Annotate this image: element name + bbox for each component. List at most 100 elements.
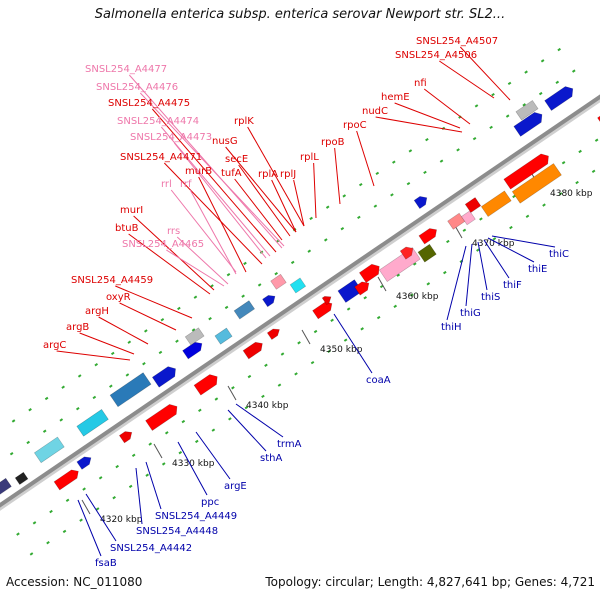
gene-feature (312, 301, 333, 320)
genome-title: Salmonella enterica subsp. enterica sero… (94, 7, 506, 22)
gene-label: sthA (260, 453, 282, 464)
tick-mark (127, 340, 132, 344)
leader-line (139, 92, 285, 247)
tick-mark (92, 395, 97, 400)
scale-tick (301, 329, 311, 345)
tick-mark (297, 341, 301, 345)
gene-label: fsaB (95, 558, 117, 569)
tick-mark (280, 352, 285, 356)
gene-label: rplA (258, 169, 278, 180)
tick-mark (224, 305, 229, 310)
gene-shape (417, 243, 437, 263)
gene-shape (109, 372, 152, 408)
gene-shape (321, 296, 332, 306)
gene-shape (76, 408, 109, 437)
tick-mark (330, 318, 334, 322)
leader-line (227, 409, 267, 452)
gene-feature (242, 341, 263, 360)
leader-line (375, 116, 463, 133)
gene-label: SNSL254_A4459 (71, 275, 153, 286)
leader-line (487, 237, 535, 263)
gene-feature (321, 296, 332, 306)
tick-mark (198, 408, 202, 412)
tick-mark (128, 484, 133, 489)
gene-shape (399, 246, 414, 260)
tick-mark (542, 203, 546, 207)
gene-feature (289, 277, 307, 294)
gene-label: rrs (167, 226, 180, 237)
scale-tick (227, 385, 237, 401)
gene-shape (262, 295, 276, 308)
tick-mark (489, 125, 493, 130)
tick-mark (357, 215, 361, 220)
tick-mark (307, 249, 312, 253)
gene-label: rplJ (280, 169, 296, 180)
leader-line (133, 215, 215, 291)
gene-feature (266, 328, 280, 340)
tick-mark (375, 171, 380, 176)
gene-label: hemE (381, 92, 410, 103)
tick-mark (144, 329, 148, 333)
tick-mark (115, 464, 119, 469)
leader-line (247, 126, 305, 227)
leader-line (491, 235, 556, 248)
gene-shape (358, 263, 380, 284)
tick-mark (412, 262, 417, 266)
leader-line (423, 88, 471, 125)
tick-mark (392, 160, 396, 164)
tick-mark (446, 239, 450, 244)
scale-tick (153, 443, 163, 459)
leader-line (293, 179, 305, 227)
tick-mark (214, 397, 219, 401)
tick-mark (327, 349, 331, 354)
topology-text: Topology: circular; Length: 4,827,641 bp… (265, 575, 595, 589)
accession-text: Accession: NC_011080 (6, 575, 143, 589)
gene-label: SNSL254_A4477 (85, 64, 167, 75)
tick-mark (313, 329, 318, 334)
tick-mark (191, 328, 196, 332)
leader-line (234, 178, 283, 241)
tick-mark (42, 429, 47, 433)
gene-shape (289, 277, 307, 294)
gene-shape (312, 301, 333, 320)
scale-label: 4350 kbp (320, 345, 363, 355)
tick-mark (26, 440, 30, 445)
tick-mark (247, 374, 252, 379)
leader-line (163, 162, 263, 265)
gene-feature (417, 243, 437, 263)
leader-line (271, 179, 297, 233)
tick-mark (555, 80, 560, 85)
gene-label: SNSL254_A4442 (110, 543, 192, 554)
leader-line (446, 245, 467, 321)
gene-shape (515, 100, 539, 121)
gene-label: thiF (503, 280, 522, 291)
gene-shape (447, 212, 466, 230)
leader-line (313, 162, 317, 219)
scale-tick (377, 276, 387, 292)
tick-mark (32, 521, 37, 525)
leader-line (56, 350, 131, 361)
gene-label: rplL (300, 152, 319, 163)
leader-line (98, 316, 149, 345)
tick-mark (59, 418, 64, 422)
gene-shape (193, 374, 218, 396)
tick-mark (558, 192, 563, 196)
tick-mark (423, 170, 427, 175)
tick-mark (211, 428, 216, 432)
leader-line (145, 461, 162, 510)
leader-line (170, 189, 237, 273)
gene-label: SNSL254_A4473 (130, 132, 212, 143)
gene-shape (0, 477, 12, 495)
tick-mark (98, 476, 103, 480)
tick-mark (343, 338, 348, 342)
tick-mark (145, 473, 150, 477)
gene-label: rrf (180, 179, 192, 190)
gene-label: tufA (221, 168, 242, 179)
tick-mark (425, 137, 429, 142)
leader-line (238, 164, 291, 237)
gene-feature (503, 153, 549, 190)
tick-mark (561, 161, 566, 165)
gene-feature (511, 163, 562, 204)
tick-mark (571, 69, 576, 73)
tick-mark (65, 498, 70, 502)
